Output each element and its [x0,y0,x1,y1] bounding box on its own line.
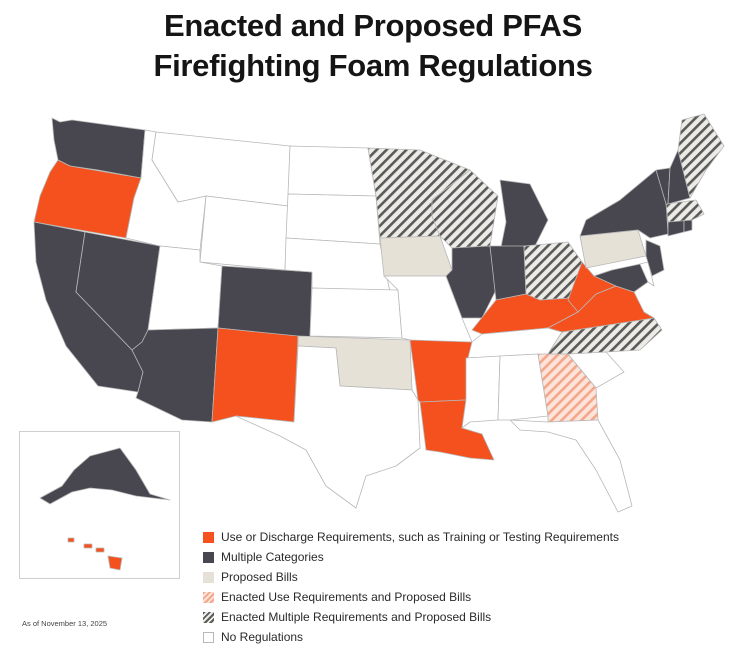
legend-swatch-multiple [203,551,214,563]
legend-swatch-proposed [203,571,214,583]
legend-label-enacted-multi-proposed: Enacted Multiple Requirements and Propos… [221,610,492,624]
state-hawaii [67,537,123,571]
state-florida [509,419,633,513]
as-of-date: As of November 13, 2025 [22,619,108,628]
legend-item-enacted-use-proposed: Enacted Use Requirements and Proposed Bi… [203,587,619,607]
map-legend: Use or Discharge Requirements, such as T… [203,527,619,647]
legend-swatch-use [203,531,214,543]
legend-item-proposed: Proposed Bills [203,567,619,587]
legend-label-proposed: Proposed Bills [221,570,298,584]
state-delaware [639,261,655,287]
legend-swatch-none [203,631,214,643]
legend-item-use: Use or Discharge Requirements, such as T… [203,527,619,547]
legend-swatch-enacted-use-proposed [203,591,214,603]
state-new-jersey [645,239,665,277]
state-indiana [489,245,527,301]
state-wyoming [199,195,289,271]
legend-label-multiple: Multiple Categories [221,550,324,564]
state-kansas [309,287,403,339]
alaska-hawaii-inset-frame [19,431,180,579]
legend-label-use: Use or Discharge Requirements, such as T… [221,530,619,544]
state-colorado [217,265,313,339]
legend-swatch-enacted-multi-proposed [203,611,214,623]
state-mississippi [461,355,501,429]
state-massachusetts [665,199,705,223]
legend-label-enacted-use-proposed: Enacted Use Requirements and Proposed Bi… [221,590,472,604]
legend-label-none: No Regulations [221,630,304,644]
state-connecticut [667,219,685,237]
state-alabama [497,353,549,421]
state-new-york [579,169,669,239]
state-texas [235,345,421,509]
map-title: Enacted and Proposed PFAS Firefighting F… [0,6,746,86]
state-new-mexico [211,327,299,423]
state-michigan [499,179,549,253]
legend-item-enacted-multi-proposed: Enacted Multiple Requirements and Propos… [203,607,619,627]
state-pennsylvania [579,229,647,269]
state-arkansas [409,339,473,403]
state-rhode-island [683,219,693,233]
title-line-1: Enacted and Proposed PFAS [164,8,582,43]
state-north-dakota [287,145,377,197]
title-line-2: Firefighting Foam Regulations [153,48,593,83]
state-maine [677,113,725,199]
state-alaska [39,447,171,505]
state-arizona [131,327,219,423]
state-south-dakota [285,193,381,245]
state-iowa [379,235,453,277]
legend-item-multiple: Multiple Categories [203,547,619,567]
legend-item-none: No Regulations [203,627,619,647]
